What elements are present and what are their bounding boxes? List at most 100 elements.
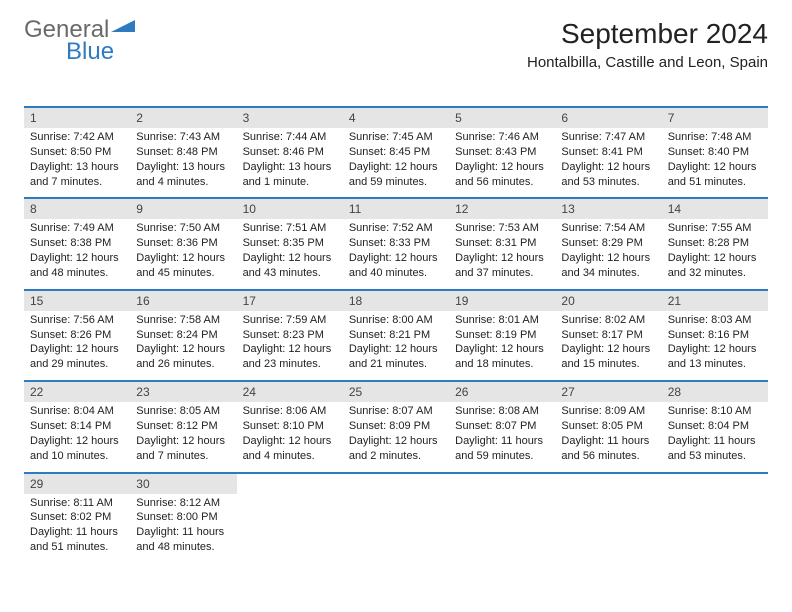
sunset-line: Sunset: 8:00 PM bbox=[136, 510, 230, 525]
daylight-line: Daylight: 12 hours and 26 minutes. bbox=[136, 342, 230, 372]
daylight-line: Daylight: 11 hours and 56 minutes. bbox=[561, 434, 655, 464]
day-number: 10 bbox=[237, 199, 343, 219]
daylight-line: Daylight: 12 hours and 13 minutes. bbox=[668, 342, 762, 372]
calendar-cell: 13Sunrise: 7:54 AMSunset: 8:29 PMDayligh… bbox=[555, 198, 661, 289]
day-number: 30 bbox=[130, 474, 236, 494]
weekday-header: Monday bbox=[130, 81, 236, 107]
daylight-line: Daylight: 12 hours and 18 minutes. bbox=[455, 342, 549, 372]
calendar-cell: 22 Sunrise: 8:04 AMSunset: 8:14 PMDayligh… bbox=[24, 381, 130, 472]
sunset-line: Sunset: 8:29 PM bbox=[561, 236, 655, 251]
day-number: 8 bbox=[24, 199, 130, 219]
day-number: 22 bbox=[24, 382, 130, 402]
sunrise-line: Sunrise: 7:42 AM bbox=[30, 130, 124, 145]
daylight-line: Daylight: 12 hours and 29 minutes. bbox=[30, 342, 124, 372]
calendar-cell-empty: .. bbox=[449, 473, 555, 563]
day-body: Sunrise: 8:10 AMSunset: 8:04 PMDaylight:… bbox=[662, 402, 768, 471]
daylight-line: Daylight: 12 hours and 59 minutes. bbox=[349, 160, 443, 190]
daylight-line: Daylight: 12 hours and 45 minutes. bbox=[136, 251, 230, 281]
sunrise-line: Sunrise: 8:03 AM bbox=[668, 313, 762, 328]
daylight-line: Daylight: 12 hours and 51 minutes. bbox=[668, 160, 762, 190]
day-number: 23 bbox=[130, 382, 236, 402]
sunrise-line: Sunrise: 8:12 AM bbox=[136, 496, 230, 511]
sunset-line: Sunset: 8:07 PM bbox=[455, 419, 549, 434]
sunset-line: Sunset: 8:02 PM bbox=[30, 510, 124, 525]
day-body: Sunrise: 8:00 AMSunset: 8:21 PMDaylight:… bbox=[343, 311, 449, 380]
day-body: Sunrise: 8:02 AMSunset: 8:17 PMDaylight:… bbox=[555, 311, 661, 380]
daylight-line: Daylight: 12 hours and 4 minutes. bbox=[243, 434, 337, 464]
day-number: 14 bbox=[662, 199, 768, 219]
day-number: 18 bbox=[343, 291, 449, 311]
calendar-row: 8Sunrise: 7:49 AMSunset: 8:38 PMDaylight… bbox=[24, 198, 768, 289]
day-body: Sunrise: 7:54 AMSunset: 8:29 PMDaylight:… bbox=[555, 219, 661, 288]
sunset-line: Sunset: 8:36 PM bbox=[136, 236, 230, 251]
logo-text-blue: Blue bbox=[66, 40, 139, 64]
day-body: Sunrise: 8:11 AMSunset: 8:02 PMDaylight:… bbox=[24, 494, 130, 563]
day-body: Sunrise: 8:05 AMSunset: 8:12 PMDaylight:… bbox=[130, 402, 236, 471]
sunrise-line: Sunrise: 7:54 AM bbox=[561, 221, 655, 236]
day-body: Sunrise: 7:56 AMSunset: 8:26 PMDaylight:… bbox=[24, 311, 130, 380]
calendar-cell-empty: .. bbox=[237, 473, 343, 563]
calendar-cell: 3Sunrise: 7:44 AMSunset: 8:46 PMDaylight… bbox=[237, 107, 343, 198]
day-number: 6 bbox=[555, 108, 661, 128]
calendar-cell-empty: .. bbox=[343, 473, 449, 563]
calendar-cell: 30Sunrise: 8:12 AMSunset: 8:00 PMDayligh… bbox=[130, 473, 236, 563]
sunrise-line: Sunrise: 8:09 AM bbox=[561, 404, 655, 419]
sunrise-line: Sunrise: 8:11 AM bbox=[30, 496, 124, 511]
calendar-cell: 8Sunrise: 7:49 AMSunset: 8:38 PMDaylight… bbox=[24, 198, 130, 289]
sunrise-line: Sunrise: 8:07 AM bbox=[349, 404, 443, 419]
daylight-line: Daylight: 12 hours and 43 minutes. bbox=[243, 251, 337, 281]
day-number: 1 bbox=[24, 108, 130, 128]
calendar-cell: 18Sunrise: 8:00 AMSunset: 8:21 PMDayligh… bbox=[343, 290, 449, 381]
sunset-line: Sunset: 8:40 PM bbox=[668, 145, 762, 160]
calendar-cell: 21Sunrise: 8:03 AMSunset: 8:16 PMDayligh… bbox=[662, 290, 768, 381]
sunset-line: Sunset: 8:45 PM bbox=[349, 145, 443, 160]
daylight-line: Daylight: 12 hours and 34 minutes. bbox=[561, 251, 655, 281]
day-number: 21 bbox=[662, 291, 768, 311]
daylight-line: Daylight: 12 hours and 32 minutes. bbox=[668, 251, 762, 281]
day-body: Sunrise: 7:43 AMSunset: 8:48 PMDaylight:… bbox=[130, 128, 236, 197]
day-body: Sunrise: 8:12 AMSunset: 8:00 PMDaylight:… bbox=[130, 494, 236, 563]
sunset-line: Sunset: 8:19 PM bbox=[455, 328, 549, 343]
sunrise-line: Sunrise: 8:10 AM bbox=[668, 404, 762, 419]
sunset-line: Sunset: 8:35 PM bbox=[243, 236, 337, 251]
day-number: 17 bbox=[237, 291, 343, 311]
sunrise-line: Sunrise: 7:52 AM bbox=[349, 221, 443, 236]
sunrise-line: Sunrise: 8:04 AM bbox=[30, 404, 124, 419]
daylight-line: Daylight: 11 hours and 51 minutes. bbox=[30, 525, 124, 555]
sunrise-line: Sunrise: 7:51 AM bbox=[243, 221, 337, 236]
day-body: Sunrise: 8:08 AMSunset: 8:07 PMDaylight:… bbox=[449, 402, 555, 471]
calendar-cell: 23Sunrise: 8:05 AMSunset: 8:12 PMDayligh… bbox=[130, 381, 236, 472]
calendar-cell: 4Sunrise: 7:45 AMSunset: 8:45 PMDaylight… bbox=[343, 107, 449, 198]
daylight-line: Daylight: 11 hours and 53 minutes. bbox=[668, 434, 762, 464]
day-number: 7 bbox=[662, 108, 768, 128]
daylight-line: Daylight: 12 hours and 7 minutes. bbox=[136, 434, 230, 464]
sunset-line: Sunset: 8:21 PM bbox=[349, 328, 443, 343]
sunrise-line: Sunrise: 7:55 AM bbox=[668, 221, 762, 236]
day-body: Sunrise: 7:50 AMSunset: 8:36 PMDaylight:… bbox=[130, 219, 236, 288]
sunset-line: Sunset: 8:48 PM bbox=[136, 145, 230, 160]
sunset-line: Sunset: 8:33 PM bbox=[349, 236, 443, 251]
day-body: Sunrise: 8:01 AMSunset: 8:19 PMDaylight:… bbox=[449, 311, 555, 380]
sunrise-line: Sunrise: 8:00 AM bbox=[349, 313, 443, 328]
calendar-cell: 7Sunrise: 7:48 AMSunset: 8:40 PMDaylight… bbox=[662, 107, 768, 198]
sunset-line: Sunset: 8:05 PM bbox=[561, 419, 655, 434]
weekday-header: Wednesday bbox=[343, 81, 449, 107]
sunset-line: Sunset: 8:41 PM bbox=[561, 145, 655, 160]
calendar-cell: 19Sunrise: 8:01 AMSunset: 8:19 PMDayligh… bbox=[449, 290, 555, 381]
day-body: Sunrise: 7:46 AMSunset: 8:43 PMDaylight:… bbox=[449, 128, 555, 197]
sunrise-line: Sunrise: 7:43 AM bbox=[136, 130, 230, 145]
day-number: 15 bbox=[24, 291, 130, 311]
daylight-line: Daylight: 12 hours and 40 minutes. bbox=[349, 251, 443, 281]
daylight-line: Daylight: 12 hours and 10 minutes. bbox=[30, 434, 124, 464]
sunset-line: Sunset: 8:14 PM bbox=[30, 419, 124, 434]
day-body: Sunrise: 7:48 AMSunset: 8:40 PMDaylight:… bbox=[662, 128, 768, 197]
calendar-cell: 12Sunrise: 7:53 AMSunset: 8:31 PMDayligh… bbox=[449, 198, 555, 289]
sunrise-line: Sunrise: 7:44 AM bbox=[243, 130, 337, 145]
day-body: Sunrise: 7:45 AMSunset: 8:45 PMDaylight:… bbox=[343, 128, 449, 197]
day-body: Sunrise: 8:09 AMSunset: 8:05 PMDaylight:… bbox=[555, 402, 661, 471]
day-number: 9 bbox=[130, 199, 236, 219]
calendar-cell: 27Sunrise: 8:09 AMSunset: 8:05 PMDayligh… bbox=[555, 381, 661, 472]
daylight-line: Daylight: 12 hours and 53 minutes. bbox=[561, 160, 655, 190]
sunset-line: Sunset: 8:38 PM bbox=[30, 236, 124, 251]
daylight-line: Daylight: 12 hours and 23 minutes. bbox=[243, 342, 337, 372]
